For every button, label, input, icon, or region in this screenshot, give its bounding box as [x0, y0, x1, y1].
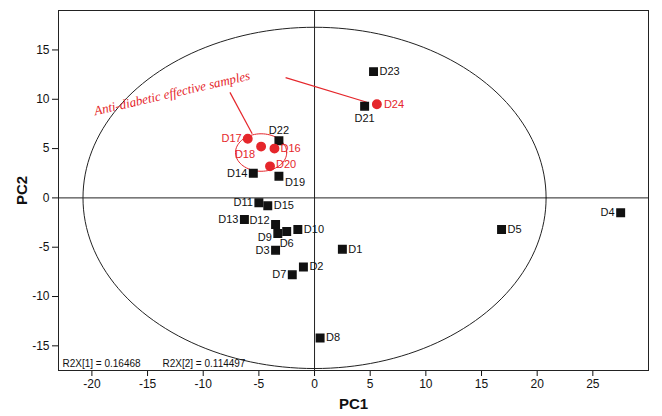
svg-text:D7: D7	[272, 268, 286, 280]
svg-text:25: 25	[586, 377, 600, 391]
svg-text:-10: -10	[32, 289, 50, 303]
svg-text:D6: D6	[280, 237, 294, 249]
svg-text:D5: D5	[508, 223, 522, 235]
svg-text:D2: D2	[309, 260, 323, 272]
svg-text:D13: D13	[218, 213, 238, 225]
svg-text:20: 20	[530, 377, 544, 391]
svg-text:-10: -10	[195, 377, 213, 391]
svg-text:R2X[2] = 0.114497: R2X[2] = 0.114497	[163, 358, 246, 369]
svg-text:D11: D11	[234, 196, 253, 208]
svg-text:5: 5	[43, 141, 50, 155]
svg-text:-5: -5	[254, 377, 265, 391]
svg-text:5: 5	[367, 377, 374, 391]
svg-text:10: 10	[36, 92, 50, 106]
svg-text:D23: D23	[380, 65, 400, 77]
svg-text:D20: D20	[276, 158, 296, 170]
svg-text:PC1: PC1	[339, 395, 368, 412]
svg-text:PC2: PC2	[13, 176, 30, 205]
svg-text:-15: -15	[139, 377, 157, 391]
svg-text:D17: D17	[222, 132, 242, 144]
svg-text:D10: D10	[304, 223, 324, 235]
svg-text:15: 15	[36, 43, 50, 57]
svg-text:D3: D3	[256, 244, 270, 256]
svg-text:D19: D19	[285, 176, 305, 188]
svg-text:D24: D24	[384, 98, 404, 110]
svg-text:D4: D4	[601, 206, 615, 218]
svg-text:D14: D14	[227, 167, 247, 179]
svg-text:10: 10	[419, 377, 433, 391]
svg-text:0: 0	[311, 377, 318, 391]
svg-text:Anti-diabetic effective sample: Anti-diabetic effective samples	[92, 68, 252, 119]
svg-text:D12: D12	[249, 214, 269, 226]
svg-text:D18: D18	[235, 148, 255, 160]
svg-text:D9: D9	[258, 231, 272, 243]
svg-text:D22: D22	[269, 124, 289, 136]
svg-text:-20: -20	[83, 377, 101, 391]
svg-text:D15: D15	[274, 199, 294, 211]
svg-text:D1: D1	[348, 243, 362, 255]
svg-text:-5: -5	[39, 240, 50, 254]
svg-text:-15: -15	[32, 339, 50, 353]
svg-text:15: 15	[475, 377, 489, 391]
svg-text:D16: D16	[280, 142, 300, 154]
svg-text:D21: D21	[355, 112, 375, 124]
svg-text:R2X[1] = 0.16468: R2X[1] = 0.16468	[63, 358, 142, 369]
svg-text:0: 0	[43, 191, 50, 205]
svg-text:D8: D8	[326, 331, 340, 343]
